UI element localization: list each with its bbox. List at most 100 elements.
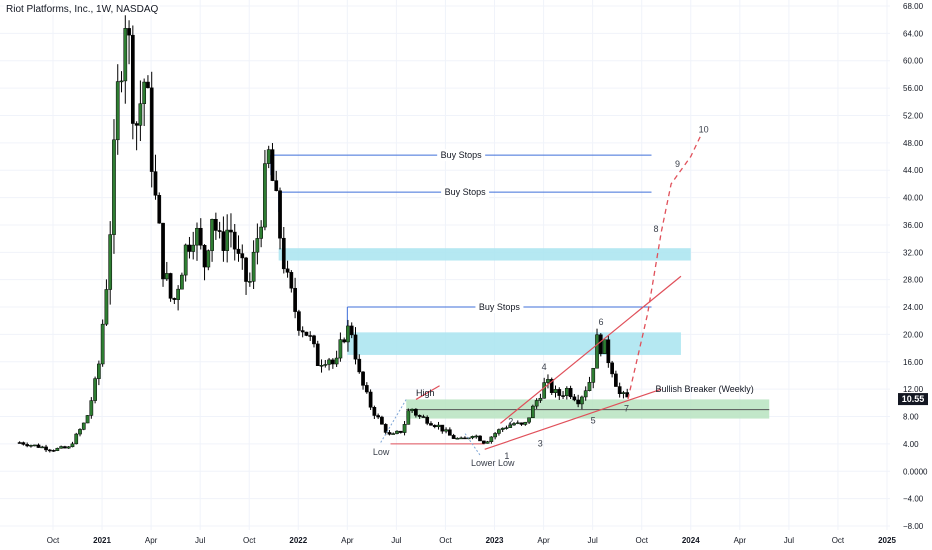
candle-up — [485, 441, 490, 444]
candle-down — [610, 362, 614, 375]
candle-down — [361, 371, 365, 386]
price-axis[interactable]: 68.00 64.00 60.00 56.00 52.00 48.00 44.00 40.00… — [903, 2, 928, 531]
candle-down — [353, 334, 358, 360]
candle-down — [300, 330, 305, 333]
time-axis[interactable]: Oct 2021 Apr Jul Oct 2022 Apr Jul Oct 2023 Apr Jul O… — [47, 536, 897, 545]
candle-up — [523, 421, 528, 425]
candle-down — [387, 432, 392, 435]
wave-label: 8 — [653, 224, 658, 234]
candle-down — [304, 331, 309, 336]
candle-down — [414, 408, 418, 416]
candle-up — [210, 218, 214, 251]
candle-up — [115, 81, 120, 141]
y-tick-label: 36.00 — [903, 221, 924, 230]
y-tick-label: 12.00 — [903, 385, 924, 394]
candle-up — [251, 251, 256, 282]
candle-up — [621, 392, 626, 394]
candle-up — [319, 365, 324, 367]
x-tick-label: Jul — [784, 536, 794, 545]
candle-up — [180, 274, 184, 290]
candle-down — [312, 335, 316, 345]
candle-up — [546, 379, 550, 383]
candle-up — [78, 429, 82, 435]
candle-up — [512, 423, 516, 426]
candle-up — [195, 227, 199, 246]
candle-up — [474, 435, 479, 438]
last-price-tag — [898, 393, 928, 406]
candle-up — [583, 390, 588, 398]
candle-down — [198, 227, 203, 246]
y-tick-label: 28.00 — [903, 276, 924, 285]
candle-down — [342, 339, 347, 343]
candle-up — [553, 389, 558, 393]
x-tick-label: 2023 — [486, 536, 504, 545]
wave-label: 9 — [675, 159, 680, 169]
candle-up — [515, 422, 520, 425]
buy-stops-label: Buy Stops — [479, 302, 521, 312]
candle-down — [331, 359, 335, 365]
candle-up — [538, 397, 543, 401]
candle-up — [225, 229, 230, 251]
candle-down — [568, 388, 573, 398]
candle-down — [380, 416, 384, 425]
candle-up — [334, 357, 339, 365]
wave-label: 1 — [504, 451, 509, 461]
candle-up — [108, 234, 113, 290]
chart-title: Riot Platforms, Inc., 1W, NASDAQ — [4, 4, 161, 15]
wave-label: 5 — [591, 415, 596, 425]
wave-label: 3 — [538, 439, 543, 449]
x-tick-label: Apr — [734, 536, 747, 545]
candle-up — [455, 437, 460, 440]
x-tick-label: Oct — [832, 536, 845, 545]
candle-up — [595, 334, 599, 369]
candle-down — [349, 325, 354, 336]
candle-down — [440, 424, 445, 432]
wave-label: 2 — [508, 417, 513, 427]
y-tick-label: 20.00 — [903, 330, 924, 339]
x-tick-label: 2021 — [93, 536, 111, 545]
candle-down — [447, 429, 452, 436]
y-tick-label: 40.00 — [903, 194, 924, 203]
candle-up — [346, 325, 350, 343]
y-tick-label: −8.00 — [903, 522, 924, 531]
candle-down — [429, 423, 433, 426]
candle-down — [172, 298, 177, 300]
candle-up — [470, 436, 475, 439]
candle-up — [327, 359, 331, 365]
candle-up — [395, 430, 399, 434]
x-tick-label: Oct — [47, 536, 60, 545]
candle-down — [572, 396, 577, 401]
candle-up — [444, 429, 448, 432]
candle-down — [130, 34, 135, 124]
candle-up — [97, 363, 101, 379]
candle-up — [489, 436, 494, 442]
candle-down — [157, 195, 162, 224]
candle-down — [236, 248, 241, 254]
candle-up — [402, 424, 407, 433]
candle-down — [161, 222, 165, 280]
candle-up — [85, 415, 90, 424]
candle-up — [81, 422, 86, 430]
candle-down — [614, 373, 618, 387]
candle-down — [285, 268, 290, 273]
x-tick-label: Apr — [145, 536, 158, 545]
candle-up — [247, 281, 252, 283]
x-tick-label: 2024 — [682, 536, 700, 545]
candle-down — [576, 399, 581, 405]
candle-down — [606, 339, 611, 364]
y-tick-label: 0.0000 — [903, 467, 928, 476]
candle-down — [519, 422, 524, 425]
candle-up — [406, 410, 411, 425]
y-tick-label: 60.00 — [903, 57, 924, 66]
candle-up — [59, 446, 63, 449]
candle-down — [47, 449, 52, 452]
candle-up — [531, 405, 535, 419]
candle-up — [410, 408, 414, 412]
candle-up — [493, 433, 497, 438]
x-tick-label: Apr — [341, 536, 354, 545]
candle-up — [164, 273, 169, 280]
candle-up — [55, 447, 60, 451]
candle-down — [202, 245, 207, 268]
buy-stops-label: Buy Stops — [441, 150, 483, 160]
